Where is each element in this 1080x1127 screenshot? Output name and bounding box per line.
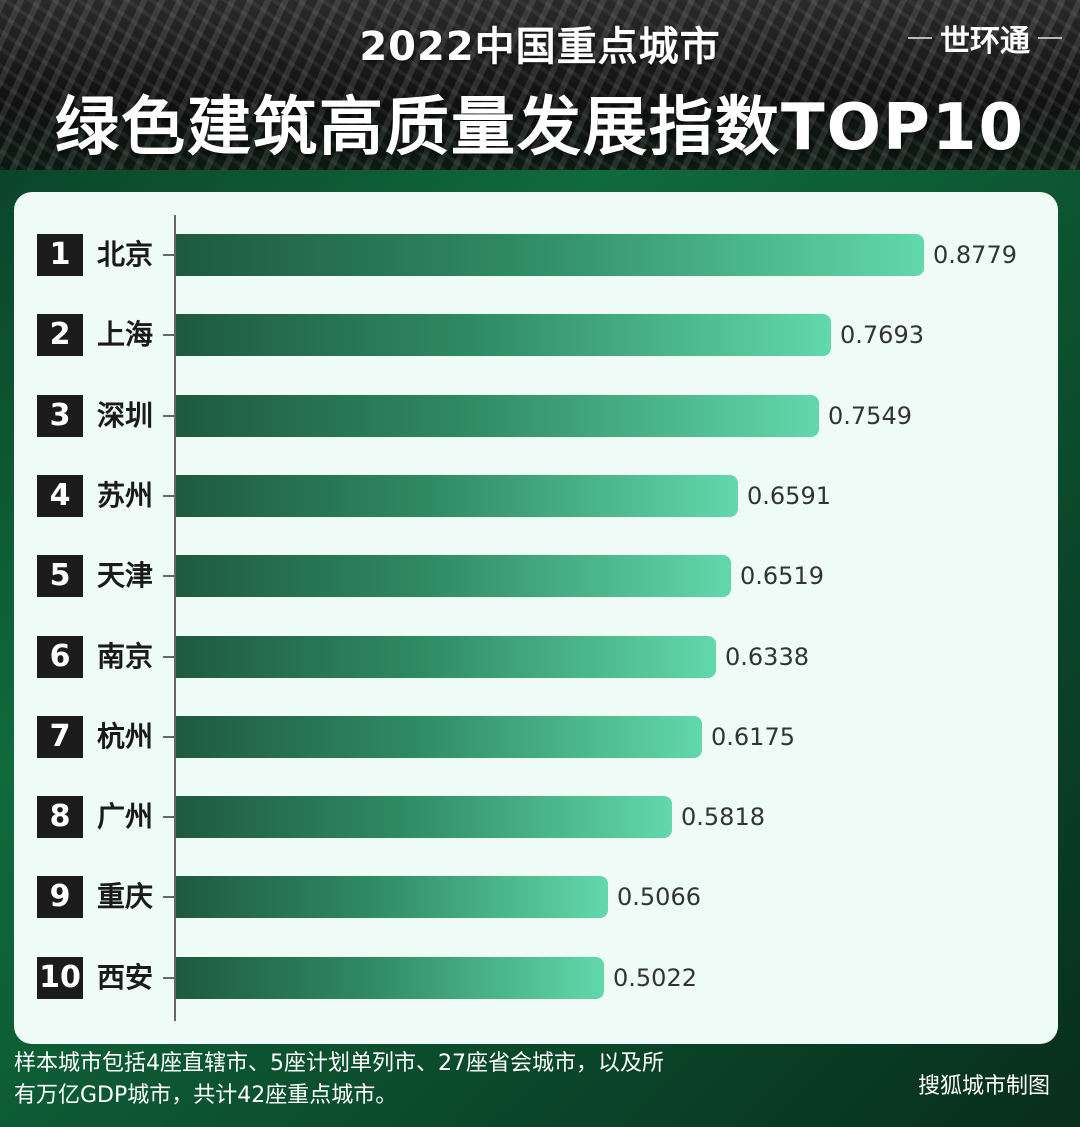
bar xyxy=(176,636,716,678)
category-label: 天津 xyxy=(97,559,154,592)
rank-badge: 4 xyxy=(37,475,83,517)
axis-tick xyxy=(163,656,175,658)
axis-tick xyxy=(163,977,175,979)
category-label: 杭州 xyxy=(97,720,154,753)
bar xyxy=(176,314,831,356)
category-label: 深圳 xyxy=(97,399,154,432)
rank-badge: 2 xyxy=(37,314,83,356)
rank-badge: 5 xyxy=(37,555,83,597)
y-axis-line xyxy=(174,215,176,1021)
bar xyxy=(176,876,608,918)
bar xyxy=(176,796,672,838)
category-label: 苏州 xyxy=(97,479,154,512)
chart-title-line2: 绿色建筑高质量发展指数TOP10 xyxy=(54,91,1026,165)
bar xyxy=(176,475,738,517)
axis-tick xyxy=(163,736,175,738)
chart-title-line1: 2022中国重点城市 xyxy=(359,24,721,70)
data-label: 0.6338 xyxy=(725,643,809,671)
axis-tick xyxy=(163,254,175,256)
bar xyxy=(176,395,819,437)
bar xyxy=(176,957,604,999)
data-label: 0.7549 xyxy=(828,402,912,430)
category-label: 重庆 xyxy=(97,880,154,913)
source-credit: 搜狐城市制图 xyxy=(917,1074,1050,1099)
category-label: 北京 xyxy=(97,238,154,271)
axis-tick xyxy=(163,816,175,818)
data-label: 0.6175 xyxy=(711,723,795,751)
bar xyxy=(176,234,924,276)
rank-badge: 7 xyxy=(37,716,83,758)
category-label: 广州 xyxy=(97,800,154,833)
axis-tick xyxy=(163,896,175,898)
bar xyxy=(176,555,731,597)
axis-tick xyxy=(163,334,175,336)
bar xyxy=(176,716,702,758)
category-label: 西安 xyxy=(97,961,154,994)
axis-tick xyxy=(163,575,175,577)
category-label: 南京 xyxy=(97,640,154,673)
data-label: 0.6591 xyxy=(747,482,831,510)
header-banner: 2022中国重点城市 绿色建筑高质量发展指数TOP10 世环通 xyxy=(0,0,1080,170)
rank-badge: 1 xyxy=(37,234,83,276)
rank-badge: 8 xyxy=(37,796,83,838)
rank-badge: 10 xyxy=(37,957,83,999)
data-label: 0.7693 xyxy=(840,321,924,349)
data-label: 0.5066 xyxy=(617,883,701,911)
brand-dash-left xyxy=(908,37,932,39)
category-label: 上海 xyxy=(97,318,154,351)
axis-tick xyxy=(163,415,175,417)
data-label: 0.5818 xyxy=(681,803,765,831)
data-label: 0.6519 xyxy=(740,562,824,590)
rank-badge: 9 xyxy=(37,876,83,918)
brand-logo: 世环通 xyxy=(908,16,1062,60)
rank-badge: 3 xyxy=(37,395,83,437)
rank-badge: 6 xyxy=(37,636,83,678)
brand-dash-right xyxy=(1038,37,1062,39)
data-label: 0.8779 xyxy=(933,241,1017,269)
footnote: 样本城市包括4座直辖市、5座计划单列市、27座省会城市，以及所有万亿GDP城市，… xyxy=(14,1051,664,1108)
brand-name: 世环通 xyxy=(940,24,1030,59)
axis-tick xyxy=(163,495,175,497)
data-label: 0.5022 xyxy=(613,964,697,992)
